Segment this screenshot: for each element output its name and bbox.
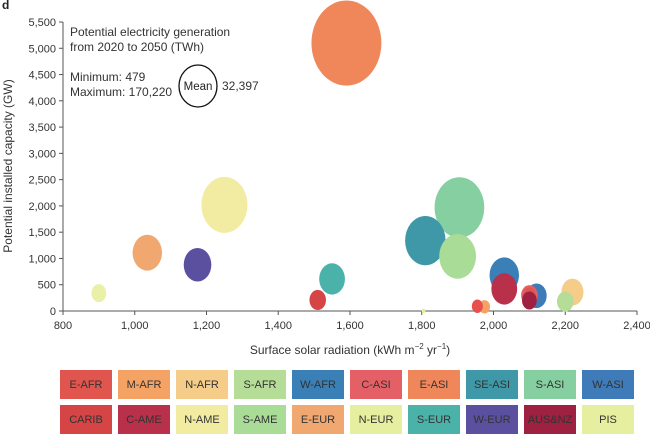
x-tick-label: 1,400 bbox=[264, 320, 292, 332]
legend-label: W-EUR bbox=[473, 413, 511, 426]
x-tick-label: 2,400 bbox=[623, 320, 650, 332]
legend-label: S-AFR bbox=[243, 378, 277, 391]
bubble-e-eur bbox=[132, 234, 163, 271]
bubble-n-ame bbox=[201, 176, 248, 233]
legend-label: E-AFR bbox=[69, 378, 103, 391]
legend-label: N-AFR bbox=[185, 378, 219, 391]
legend-label: C-AME bbox=[126, 413, 162, 426]
legend-label: C-ASI bbox=[361, 378, 391, 391]
y-tick-label: 1,500 bbox=[28, 227, 56, 239]
legend-row-2: CARIB C-AME N-AME S-AME E-EUR N-EUR S-EUR W-EUR… bbox=[60, 405, 640, 434]
y-tick-label: 1,000 bbox=[28, 253, 56, 265]
x-tick-label: 1,600 bbox=[336, 320, 364, 332]
legend-item-s-eur: S-EUR bbox=[408, 405, 460, 434]
bubble-carib bbox=[309, 289, 326, 311]
legend-item-w-eur: W-EUR bbox=[466, 405, 518, 434]
y-tick-label: 3,000 bbox=[28, 148, 56, 160]
legend-label: SE-ASI bbox=[473, 378, 511, 391]
y-tick-label: 4,500 bbox=[28, 70, 56, 82]
bubble-aus-nz bbox=[522, 291, 537, 310]
mean-label: Mean bbox=[184, 81, 213, 93]
legend-label: E-EUR bbox=[300, 413, 336, 426]
bubble-e-asi bbox=[311, 0, 382, 86]
y-tick-label: 4,000 bbox=[28, 96, 56, 108]
legend-label: S-AME bbox=[242, 413, 278, 426]
legend-label: PIS bbox=[599, 413, 617, 426]
x-tick-label: 2,000 bbox=[480, 320, 508, 332]
legend-label: W-AFR bbox=[300, 378, 336, 391]
legend-label: S-ASI bbox=[535, 378, 565, 391]
legend-label: N-AME bbox=[184, 413, 220, 426]
x-tick-label: 2,200 bbox=[551, 320, 579, 332]
legend-item-e-eur: E-EUR bbox=[292, 405, 344, 434]
axis-ticks: 800 1,000 1,200 1,400 1,600 1,800 2,000 2,200 2,… bbox=[28, 17, 650, 332]
x-axis-title: Surface solar radiation (kWh m−2 yr−1) bbox=[250, 342, 450, 357]
bubbles bbox=[91, 0, 584, 314]
bubble-s-afr bbox=[556, 291, 574, 312]
legend-item-n-ame: N-AME bbox=[176, 405, 228, 434]
annotation-title-line1: Potential electricity generation bbox=[70, 25, 230, 39]
bubble-se-asi bbox=[405, 215, 446, 266]
bubble-pis bbox=[91, 284, 107, 303]
legend-item-n-afr: N-AFR bbox=[176, 370, 228, 399]
legend-item-w-afr: W-AFR bbox=[292, 370, 344, 399]
legend-label: M-AFR bbox=[126, 378, 162, 391]
legend-item-carib: CARIB bbox=[60, 405, 112, 434]
annotation-minimum: Minimum: 479 bbox=[70, 70, 146, 84]
annotation-maximum: Maximum: 170,220 bbox=[70, 85, 172, 99]
legend-item-w-asi: W-ASI bbox=[582, 370, 634, 399]
legend-label: W-ASI bbox=[592, 378, 624, 391]
y-tick-label: 2,000 bbox=[28, 201, 56, 213]
y-tick-label: 2,500 bbox=[28, 175, 56, 187]
mean-size-circle bbox=[178, 64, 218, 108]
legend-item-e-afr: E-AFR bbox=[60, 370, 112, 399]
legend-item-c-asi: C-ASI bbox=[350, 370, 402, 399]
x-tick-label: 1,000 bbox=[121, 320, 149, 332]
y-tick-label: 5,000 bbox=[28, 43, 56, 55]
panel-label: d bbox=[2, 0, 10, 12]
bubble-s-asi bbox=[434, 177, 485, 238]
legend-label: S-EUR bbox=[416, 413, 452, 426]
legend-row-1: E-AFR M-AFR N-AFR S-AFR W-AFR C-ASI E-ASI SE-AS… bbox=[60, 370, 640, 399]
legend-item-m-afr: M-AFR bbox=[118, 370, 170, 399]
y-axis-title: Potential installed capacity (GW) bbox=[1, 79, 15, 252]
x-tick-label: 800 bbox=[54, 320, 72, 332]
y-tick-label: 500 bbox=[38, 280, 56, 292]
legend-item-s-afr: S-AFR bbox=[234, 370, 286, 399]
annotation-title-line2: from 2020 to 2050 (TWh) bbox=[70, 40, 204, 54]
bubble-w-eur bbox=[183, 247, 212, 282]
y-tick-label: 3,500 bbox=[28, 122, 56, 134]
legend-item-s-ame: S-AME bbox=[234, 405, 286, 434]
legend-item-n-eur: N-EUR bbox=[350, 405, 402, 434]
legend-item-se-asi: SE-ASI bbox=[466, 370, 518, 399]
legend-label: CARIB bbox=[69, 413, 103, 426]
bubble-chart: 800 1,000 1,200 1,400 1,600 1,800 2,000 2,200 2,… bbox=[1, 0, 650, 357]
legend-item-c-ame: C-AME bbox=[118, 405, 170, 434]
legend-label: E-ASI bbox=[419, 378, 449, 391]
legend-label: AUS&NZ bbox=[527, 413, 573, 426]
legend-item-s-asi: S-ASI bbox=[524, 370, 576, 399]
legend-item-aus-nz: AUS&NZ bbox=[524, 405, 576, 434]
legend-item-e-asi: E-ASI bbox=[408, 370, 460, 399]
bubble-s-eur bbox=[319, 263, 345, 295]
legend: E-AFR M-AFR N-AFR S-AFR W-AFR C-ASI E-ASI SE-AS… bbox=[60, 370, 640, 440]
bubble-c-ame bbox=[491, 273, 518, 305]
bubble-n-eur bbox=[421, 308, 426, 313]
y-tick-label: 0 bbox=[50, 306, 56, 318]
legend-item-pis: PIS bbox=[582, 405, 634, 434]
bubble-carib-2 bbox=[471, 299, 483, 313]
mean-value: 32,397 bbox=[222, 79, 259, 93]
y-tick-label: 5,500 bbox=[28, 17, 56, 29]
x-tick-label: 1,800 bbox=[408, 320, 436, 332]
x-tick-label: 1,200 bbox=[193, 320, 221, 332]
legend-label: N-EUR bbox=[358, 413, 394, 426]
bubble-s-ame bbox=[439, 233, 477, 279]
